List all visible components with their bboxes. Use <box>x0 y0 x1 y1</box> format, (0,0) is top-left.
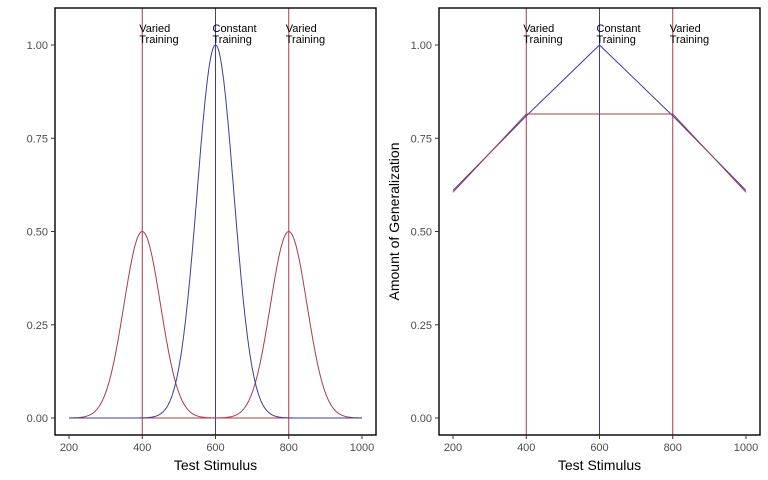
left-panel: VariedTrainingConstantTrainingVariedTrai… <box>27 7 377 473</box>
y-tick-label: 0.25 <box>411 320 432 332</box>
y-tick-label: 0.25 <box>27 320 48 332</box>
right-panel: VariedTrainingConstantTrainingVariedTrai… <box>386 7 761 473</box>
x-tick-label: 200 <box>60 442 78 454</box>
series-line-2 <box>69 44 362 419</box>
y-tick-label: 0.00 <box>411 413 432 425</box>
x-tick-label: 800 <box>280 442 298 454</box>
annotation-line1: Varied <box>670 23 701 35</box>
x-tick-label: 400 <box>517 442 535 454</box>
series-line-1 <box>452 113 747 193</box>
annotation-line2: Training <box>213 34 252 46</box>
y-tick-label: 0.00 <box>27 413 48 425</box>
x-axis-title: Test Stimulus <box>558 457 641 473</box>
annotation-line2: Training <box>523 34 562 46</box>
y-tick-label: 0.50 <box>27 227 48 239</box>
annotation-line1: Varied <box>523 23 554 35</box>
x-tick-label: 400 <box>133 442 151 454</box>
annotation-line2: Training <box>597 34 636 46</box>
annotation-line2: Training <box>139 34 178 46</box>
annotation-line1: Constant <box>213 23 257 35</box>
annotation-line2: Training <box>670 34 709 46</box>
y-tick-label: 1.00 <box>27 40 48 52</box>
annotation-line1: Constant <box>597 23 641 35</box>
y-tick-label: 0.75 <box>411 133 432 145</box>
annotation-line1: Varied <box>139 23 170 35</box>
x-tick-label: 600 <box>590 442 608 454</box>
x-tick-label: 800 <box>664 442 682 454</box>
x-axis-title: Test Stimulus <box>174 457 257 473</box>
x-tick-label: 1000 <box>350 442 374 454</box>
y-tick-label: 0.75 <box>27 133 48 145</box>
y-tick-label: 0.50 <box>411 227 432 239</box>
annotation-line2: Training <box>286 34 325 46</box>
y-tick-label: 1.00 <box>411 40 432 52</box>
y-axis-title: Amount of Generalization <box>386 143 402 301</box>
annotation-line1: Varied <box>286 23 317 35</box>
x-tick-label: 600 <box>206 442 224 454</box>
x-tick-label: 200 <box>444 442 462 454</box>
x-tick-label: 1000 <box>734 442 758 454</box>
